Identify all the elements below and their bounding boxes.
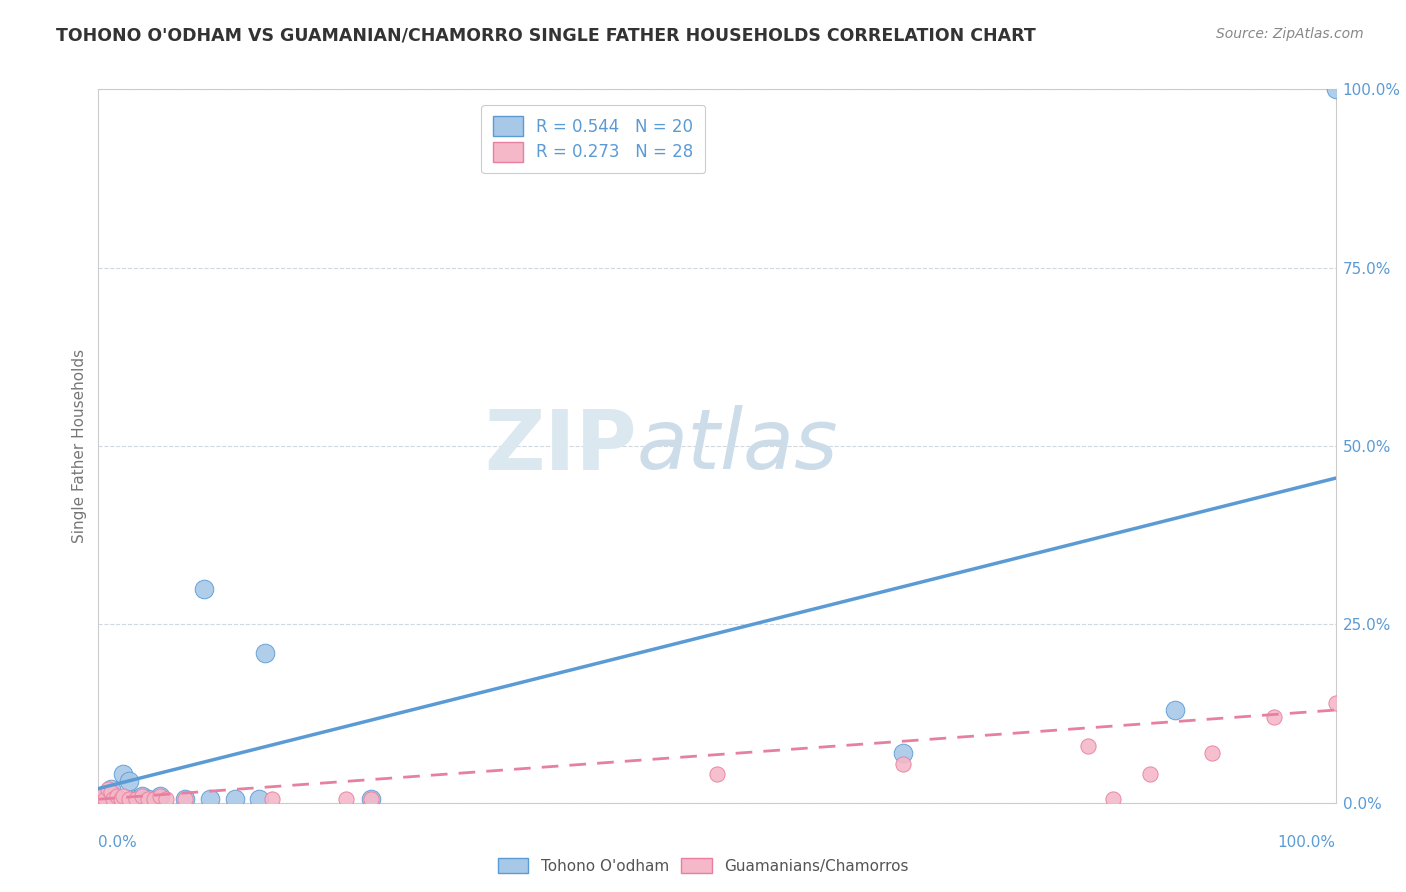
- Point: [100, 785, 122, 799]
- Point: [198, 792, 221, 806]
- Point: [891, 746, 914, 760]
- Point: [136, 792, 159, 806]
- Point: [143, 792, 166, 806]
- Point: [1077, 739, 1099, 753]
- Point: [124, 792, 146, 806]
- Point: [131, 789, 153, 803]
- Point: [224, 792, 246, 806]
- Text: Source: ZipAtlas.com: Source: ZipAtlas.com: [1216, 27, 1364, 41]
- Point: [105, 792, 128, 806]
- Point: [91, 789, 114, 803]
- Point: [193, 582, 215, 596]
- Point: [112, 767, 135, 781]
- Point: [93, 792, 115, 806]
- Point: [260, 792, 283, 806]
- Y-axis label: Single Father Households: Single Father Households: [72, 349, 87, 543]
- Point: [247, 792, 270, 806]
- Point: [360, 792, 382, 806]
- Point: [103, 792, 125, 806]
- Point: [110, 792, 132, 806]
- Point: [118, 774, 141, 789]
- Point: [1164, 703, 1187, 717]
- Point: [174, 792, 197, 806]
- Point: [87, 792, 110, 806]
- Point: [335, 792, 357, 806]
- Point: [93, 789, 115, 803]
- Point: [124, 792, 146, 806]
- Point: [118, 792, 141, 806]
- Point: [100, 781, 122, 796]
- Point: [87, 792, 110, 806]
- Point: [891, 756, 914, 771]
- Legend: Tohono O'odham, Guamanians/Chamorros: Tohono O'odham, Guamanians/Chamorros: [492, 852, 914, 880]
- Point: [105, 789, 128, 803]
- Point: [1324, 696, 1347, 710]
- Text: TOHONO O'ODHAM VS GUAMANIAN/CHAMORRO SINGLE FATHER HOUSEHOLDS CORRELATION CHART: TOHONO O'ODHAM VS GUAMANIAN/CHAMORRO SIN…: [56, 27, 1036, 45]
- Point: [1201, 746, 1223, 760]
- Point: [1324, 82, 1347, 96]
- Point: [1139, 767, 1161, 781]
- Text: atlas: atlas: [637, 406, 838, 486]
- Legend: R = 0.544   N = 20, R = 0.273   N = 28: R = 0.544 N = 20, R = 0.273 N = 28: [481, 104, 706, 173]
- Point: [1102, 792, 1125, 806]
- Point: [360, 792, 382, 806]
- Text: 100.0%: 100.0%: [1278, 835, 1336, 850]
- Point: [131, 789, 153, 803]
- Point: [97, 781, 120, 796]
- Text: ZIP: ZIP: [484, 406, 637, 486]
- Point: [149, 789, 172, 803]
- Point: [1263, 710, 1285, 724]
- Text: 0.0%: 0.0%: [98, 835, 138, 850]
- Point: [112, 789, 135, 803]
- Point: [149, 789, 172, 803]
- Point: [254, 646, 277, 660]
- Point: [155, 792, 177, 806]
- Point: [174, 792, 197, 806]
- Point: [136, 792, 159, 806]
- Point: [706, 767, 728, 781]
